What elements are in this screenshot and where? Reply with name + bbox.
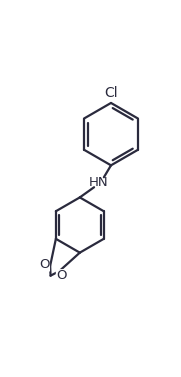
- Text: HN: HN: [89, 176, 108, 189]
- Text: Cl: Cl: [104, 86, 118, 100]
- Text: O: O: [39, 259, 50, 271]
- Text: O: O: [56, 269, 66, 282]
